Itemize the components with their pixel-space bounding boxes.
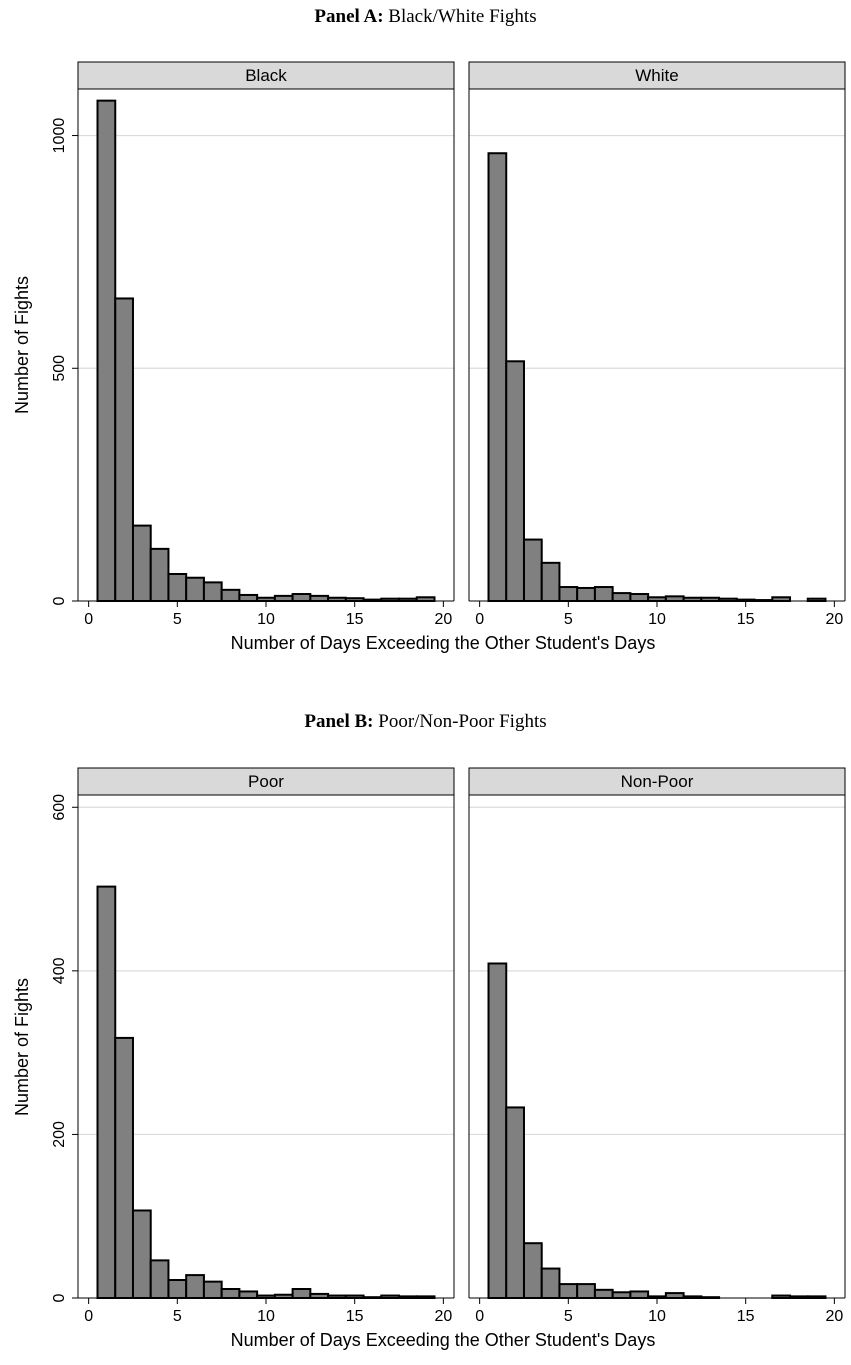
panel-b-title-bold: Panel B: [304,711,374,732]
histogram-bar [522,538,543,602]
y-tick-label: 1000 [51,118,68,154]
histogram-bar [505,1106,525,1299]
histogram-bar [611,1291,632,1299]
y-tick-label: 400 [51,957,68,984]
histogram-bar [629,1290,650,1299]
panel-black: Black 0 5 10 15 20 0 500 1000 Number of Fights Num… [12,61,656,653]
histogram-bar [522,1242,543,1300]
y-tick-label: 200 [51,1121,68,1148]
y-tick-label: 600 [51,794,68,821]
histogram-bar [558,1283,579,1300]
histogram-bar [309,1292,330,1299]
x-tick-label: 0 [84,611,93,628]
histogram-bar [576,1283,596,1300]
x-tick-label: 0 [84,1308,93,1325]
histogram-bar [167,1279,188,1299]
histogram-bar [114,1036,134,1300]
histogram-bar [185,1274,205,1300]
histogram-bar [487,962,508,1299]
histogram-bar [238,1290,259,1299]
histogram-bar [540,1267,561,1300]
x-tick-label: 10 [648,611,666,628]
histogram-bar [185,576,205,603]
histogram-bar [771,596,792,603]
histogram-bar [273,594,294,603]
y-tick-label: 500 [51,355,68,382]
panel-b-title-text: Poor/Non-Poor Fights [373,711,547,732]
x-tick-label: 15 [346,611,364,628]
histogram-bar [202,1280,223,1300]
histogram-bar [291,593,312,603]
histogram-bar [238,593,259,603]
histogram-bar [647,596,667,603]
x-tick-label: 20 [434,1308,452,1325]
x-tick-label: 0 [475,611,484,628]
x-tick-label: 20 [825,611,843,628]
histogram-bar [131,1209,152,1300]
histogram-bar [220,1288,241,1300]
y-axis-label: Number of Fights [12,276,32,414]
facet-title: White [635,66,678,85]
panel-a-title-text: Black/White Fights [383,6,537,27]
panel-a-title: Panel A: Black/White Fights [0,6,851,28]
histogram-bar [96,99,117,603]
x-tick-label: 15 [737,611,755,628]
histogram-bar [540,561,561,602]
histogram-bar [629,593,650,603]
panel-a-title-bold: Panel A: [314,6,384,27]
x-tick-label: 5 [173,611,182,628]
histogram-bar [291,1288,312,1300]
x-tick-label: 5 [173,1308,182,1325]
panel-white: White 0 5 10 15 20 [468,61,846,628]
x-axis-label: Number of Days Exceeding the Other Stude… [231,1330,656,1350]
x-tick-label: 0 [475,1308,484,1325]
x-tick-label: 15 [346,1308,364,1325]
histogram-bar [202,581,223,603]
facet-strip [77,61,455,90]
x-tick-label: 20 [434,611,452,628]
facet-strip [468,767,846,796]
facet-strip [468,61,846,90]
histogram-bar [593,1288,614,1300]
x-tick-label: 10 [257,1308,275,1325]
histogram-bar [149,1259,170,1299]
histogram-bar [576,586,596,603]
histogram-bar [220,588,241,603]
panel-non-poor: Non-Poor 0 5 10 15 20 [468,767,846,1325]
facet-title: Poor [248,772,284,791]
histogram-bar [96,885,117,1300]
y-axis-label: Number of Fights [12,978,32,1116]
panel-b-title: Panel B: Poor/Non-Poor Fights [0,711,851,733]
x-tick-label: 10 [257,611,275,628]
histogram-bar [131,524,152,603]
histogram-bar [505,360,525,603]
histogram-bar [611,592,632,603]
facet-title: Black [245,66,287,85]
facet-title: Non-Poor [621,772,694,791]
histogram-bar [149,547,170,602]
x-tick-label: 5 [564,611,573,628]
x-tick-label: 5 [564,1308,573,1325]
histogram-bar [558,586,579,603]
x-tick-label: 10 [648,1308,666,1325]
histogram-bar [167,573,188,603]
histogram-bar [487,152,508,602]
y-tick-label: 0 [51,1293,68,1302]
histogram-bar [415,596,436,603]
histogram-bar [114,297,134,602]
x-tick-label: 15 [737,1308,755,1325]
x-tick-label: 20 [825,1308,843,1325]
histogram-bar [309,594,330,603]
histogram-bar [593,586,614,603]
x-axis-label: Number of Days Exceeding the Other Stude… [231,633,656,653]
histogram-bar [664,595,685,603]
y-tick-label: 0 [51,596,68,605]
facet-strip [77,767,455,796]
histogram-bar [664,1292,685,1299]
